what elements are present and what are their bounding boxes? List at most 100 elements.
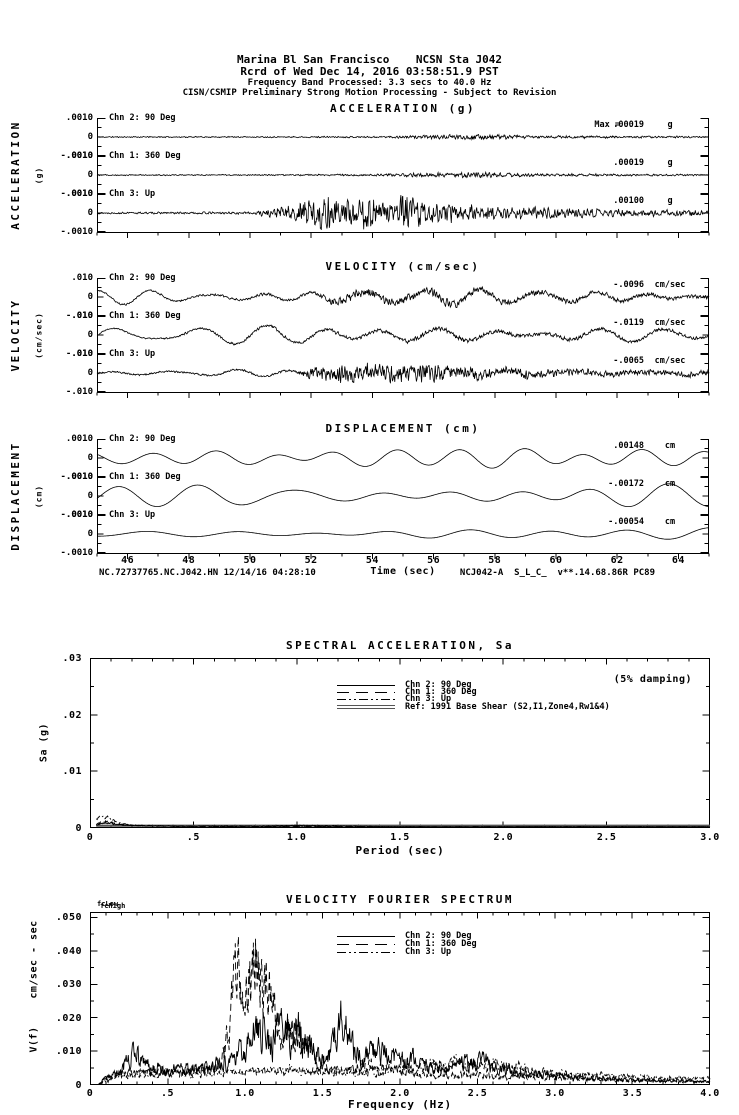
- y-scale-label-top: .0010: [65, 151, 93, 161]
- max-unit: cm/sec: [654, 318, 686, 328]
- velocity-section-title: VELOCITY (cm/sec): [325, 260, 481, 273]
- acceleration-strip-1: [97, 118, 710, 156]
- displacement-trace-chn-2-90-deg: [96, 448, 710, 469]
- channel-label: Chn 2: 90 Deg: [109, 434, 176, 444]
- y-scale-label-zero: 0: [87, 292, 93, 302]
- acceleration-strip-2: [96, 156, 710, 194]
- velocity-strip-2: [96, 316, 710, 354]
- legend-label: Chn 3: Up: [405, 947, 452, 957]
- max-value: -.00054: [608, 517, 644, 527]
- fourier-y-tick-label: .010: [55, 1046, 82, 1058]
- record-datetime: Rcrd of Wed Dec 14, 2016 03:58:51.9 PST: [240, 65, 499, 78]
- processing-note: CISN/CSMIP Preliminary Strong Motion Pro…: [182, 88, 557, 98]
- channel-label: Chn 1: 360 Deg: [109, 311, 181, 321]
- y-scale-label-zero: 0: [87, 170, 93, 180]
- max-value: .00148: [613, 441, 644, 451]
- record-id-footer: NC.72737765.NC.J042.HN 12/14/16 04:28:10: [99, 568, 316, 578]
- acceleration-trace-chn-1-360-deg: [96, 170, 710, 179]
- legend-label: Ref: 1991 Base Shear (S2,I1,Zone4,Rw1&4): [405, 702, 610, 712]
- acceleration-trace-chn-3-up: [96, 195, 710, 230]
- time-tick-label: 64: [671, 555, 685, 566]
- max-value: -.00172: [608, 479, 644, 489]
- legend-label: Chn 2: 90 Deg: [405, 680, 472, 690]
- velocity-strip-3: [96, 354, 710, 392]
- sa-x-tick-label: 3.0: [700, 832, 720, 843]
- channel-label: Chn 3: Up: [109, 189, 156, 199]
- max-value: -.0096: [613, 280, 644, 290]
- fourier-x-tick-label: 2.0: [390, 1088, 410, 1099]
- fourier-y-tick-label: .030: [55, 979, 82, 991]
- max-unit: cm/sec: [654, 280, 686, 290]
- max-unit: cm/sec: [654, 356, 686, 366]
- legend-line-sample: [337, 935, 395, 938]
- time-tick-label: 50: [243, 555, 257, 566]
- displacement-trace-chn-1-360-deg: [96, 483, 709, 508]
- y-scale-label-zero: 0: [87, 491, 93, 501]
- sa-x-tick-label: 2.5: [596, 832, 617, 843]
- sa-x-tick-label: 1.0: [286, 832, 307, 843]
- velocity-trace-chn-2-90-deg: [96, 285, 710, 309]
- fourier-x-tick-label: 3.5: [622, 1088, 643, 1099]
- sa-x-tick-label: 2.0: [493, 832, 514, 843]
- y-scale-label-bottom: -.0010: [60, 472, 93, 482]
- velocity-trace-chn-3-up: [96, 362, 710, 384]
- y-scale-label-zero: 0: [87, 208, 93, 218]
- legend-label: Chn 2: 90 Deg: [405, 931, 472, 941]
- sa-plot-box: [90, 658, 711, 828]
- displacement-strip-2: [96, 477, 709, 515]
- max-value: .00019: [613, 158, 644, 168]
- fourier-y-tick-label: .020: [55, 1012, 82, 1024]
- time-tick-label: 54: [365, 555, 379, 566]
- displacement-time-axis: [96, 553, 710, 559]
- fourier-x-tick-label: 0: [86, 1088, 94, 1099]
- fourier-x-axis-label: Frequency (Hz): [348, 1098, 452, 1111]
- sa-y-axis-label: Sa (g): [38, 722, 50, 763]
- acceleration-trace-chn-2-90-deg: [97, 133, 710, 141]
- y-scale-label-top: .010: [71, 273, 93, 283]
- sa-x-axis-label: Period (sec): [355, 844, 445, 857]
- y-scale-label-bottom: -.010: [65, 311, 93, 321]
- processing-version-footer: NCJ042-A S_L_C_ v**.14.68.86R PC89: [459, 568, 655, 578]
- legend-label: Chn 1: 360 Deg: [405, 939, 477, 949]
- y-scale-label-top: .010: [71, 311, 93, 321]
- acceleration-section-title: ACCELERATION (g): [330, 102, 476, 115]
- sa-y-tick-label: .03: [62, 653, 82, 664]
- fourier-y-tick-label: .050: [55, 912, 82, 924]
- legend-line-sample: [337, 691, 395, 694]
- velocity-time-axis: [96, 392, 710, 398]
- channel-label: Chn 3: Up: [109, 349, 156, 359]
- y-scale-label-top: .0010: [65, 434, 93, 444]
- fourier-x-tick-label: .5: [160, 1088, 175, 1099]
- y-scale-label-zero: 0: [87, 529, 93, 539]
- fourier-x-tick-label: 2.5: [467, 1088, 488, 1099]
- time-tick-label: 46: [121, 555, 135, 566]
- y-scale-label-bottom: -.0010: [60, 189, 93, 199]
- fourier-y-tick-label: 0: [75, 1080, 82, 1091]
- fourier-x-tick-label: 1.0: [235, 1088, 255, 1099]
- time-tick-label: 60: [549, 555, 563, 566]
- max-unit: cm: [664, 441, 676, 451]
- fourier-y-tick-label: .040: [55, 945, 82, 957]
- max-unit: cm: [664, 517, 676, 527]
- time-tick-label: 48: [182, 555, 196, 566]
- channel-label: Chn 2: 90 Deg: [109, 273, 176, 283]
- time-tick-label: 62: [610, 555, 624, 566]
- max-value: -.0065: [613, 356, 644, 366]
- max-unit: g: [667, 120, 673, 130]
- max-value: -.0119: [613, 318, 644, 328]
- spectrum-curve-chn-3-up: [96, 815, 711, 828]
- sa-y-tick-label: .01: [62, 766, 82, 778]
- legend-line-sample: [337, 951, 395, 954]
- displacement-section-title: DISPLACEMENT (cm): [325, 422, 481, 435]
- spectrum-curve-chn-2-90-deg: [97, 1000, 711, 1085]
- time-tick-label: 52: [304, 555, 318, 566]
- max-unit: g: [667, 196, 673, 206]
- max-value: .00100: [613, 196, 644, 206]
- acceleration-time-axis: [96, 232, 710, 238]
- damping-note: (5% damping): [613, 674, 692, 685]
- max-value: .00019: [613, 120, 644, 130]
- y-scale-label-zero: 0: [87, 453, 93, 463]
- velocity-axis-label: VELOCITY: [9, 298, 22, 372]
- legend-label: Chn 3: Up: [405, 694, 452, 704]
